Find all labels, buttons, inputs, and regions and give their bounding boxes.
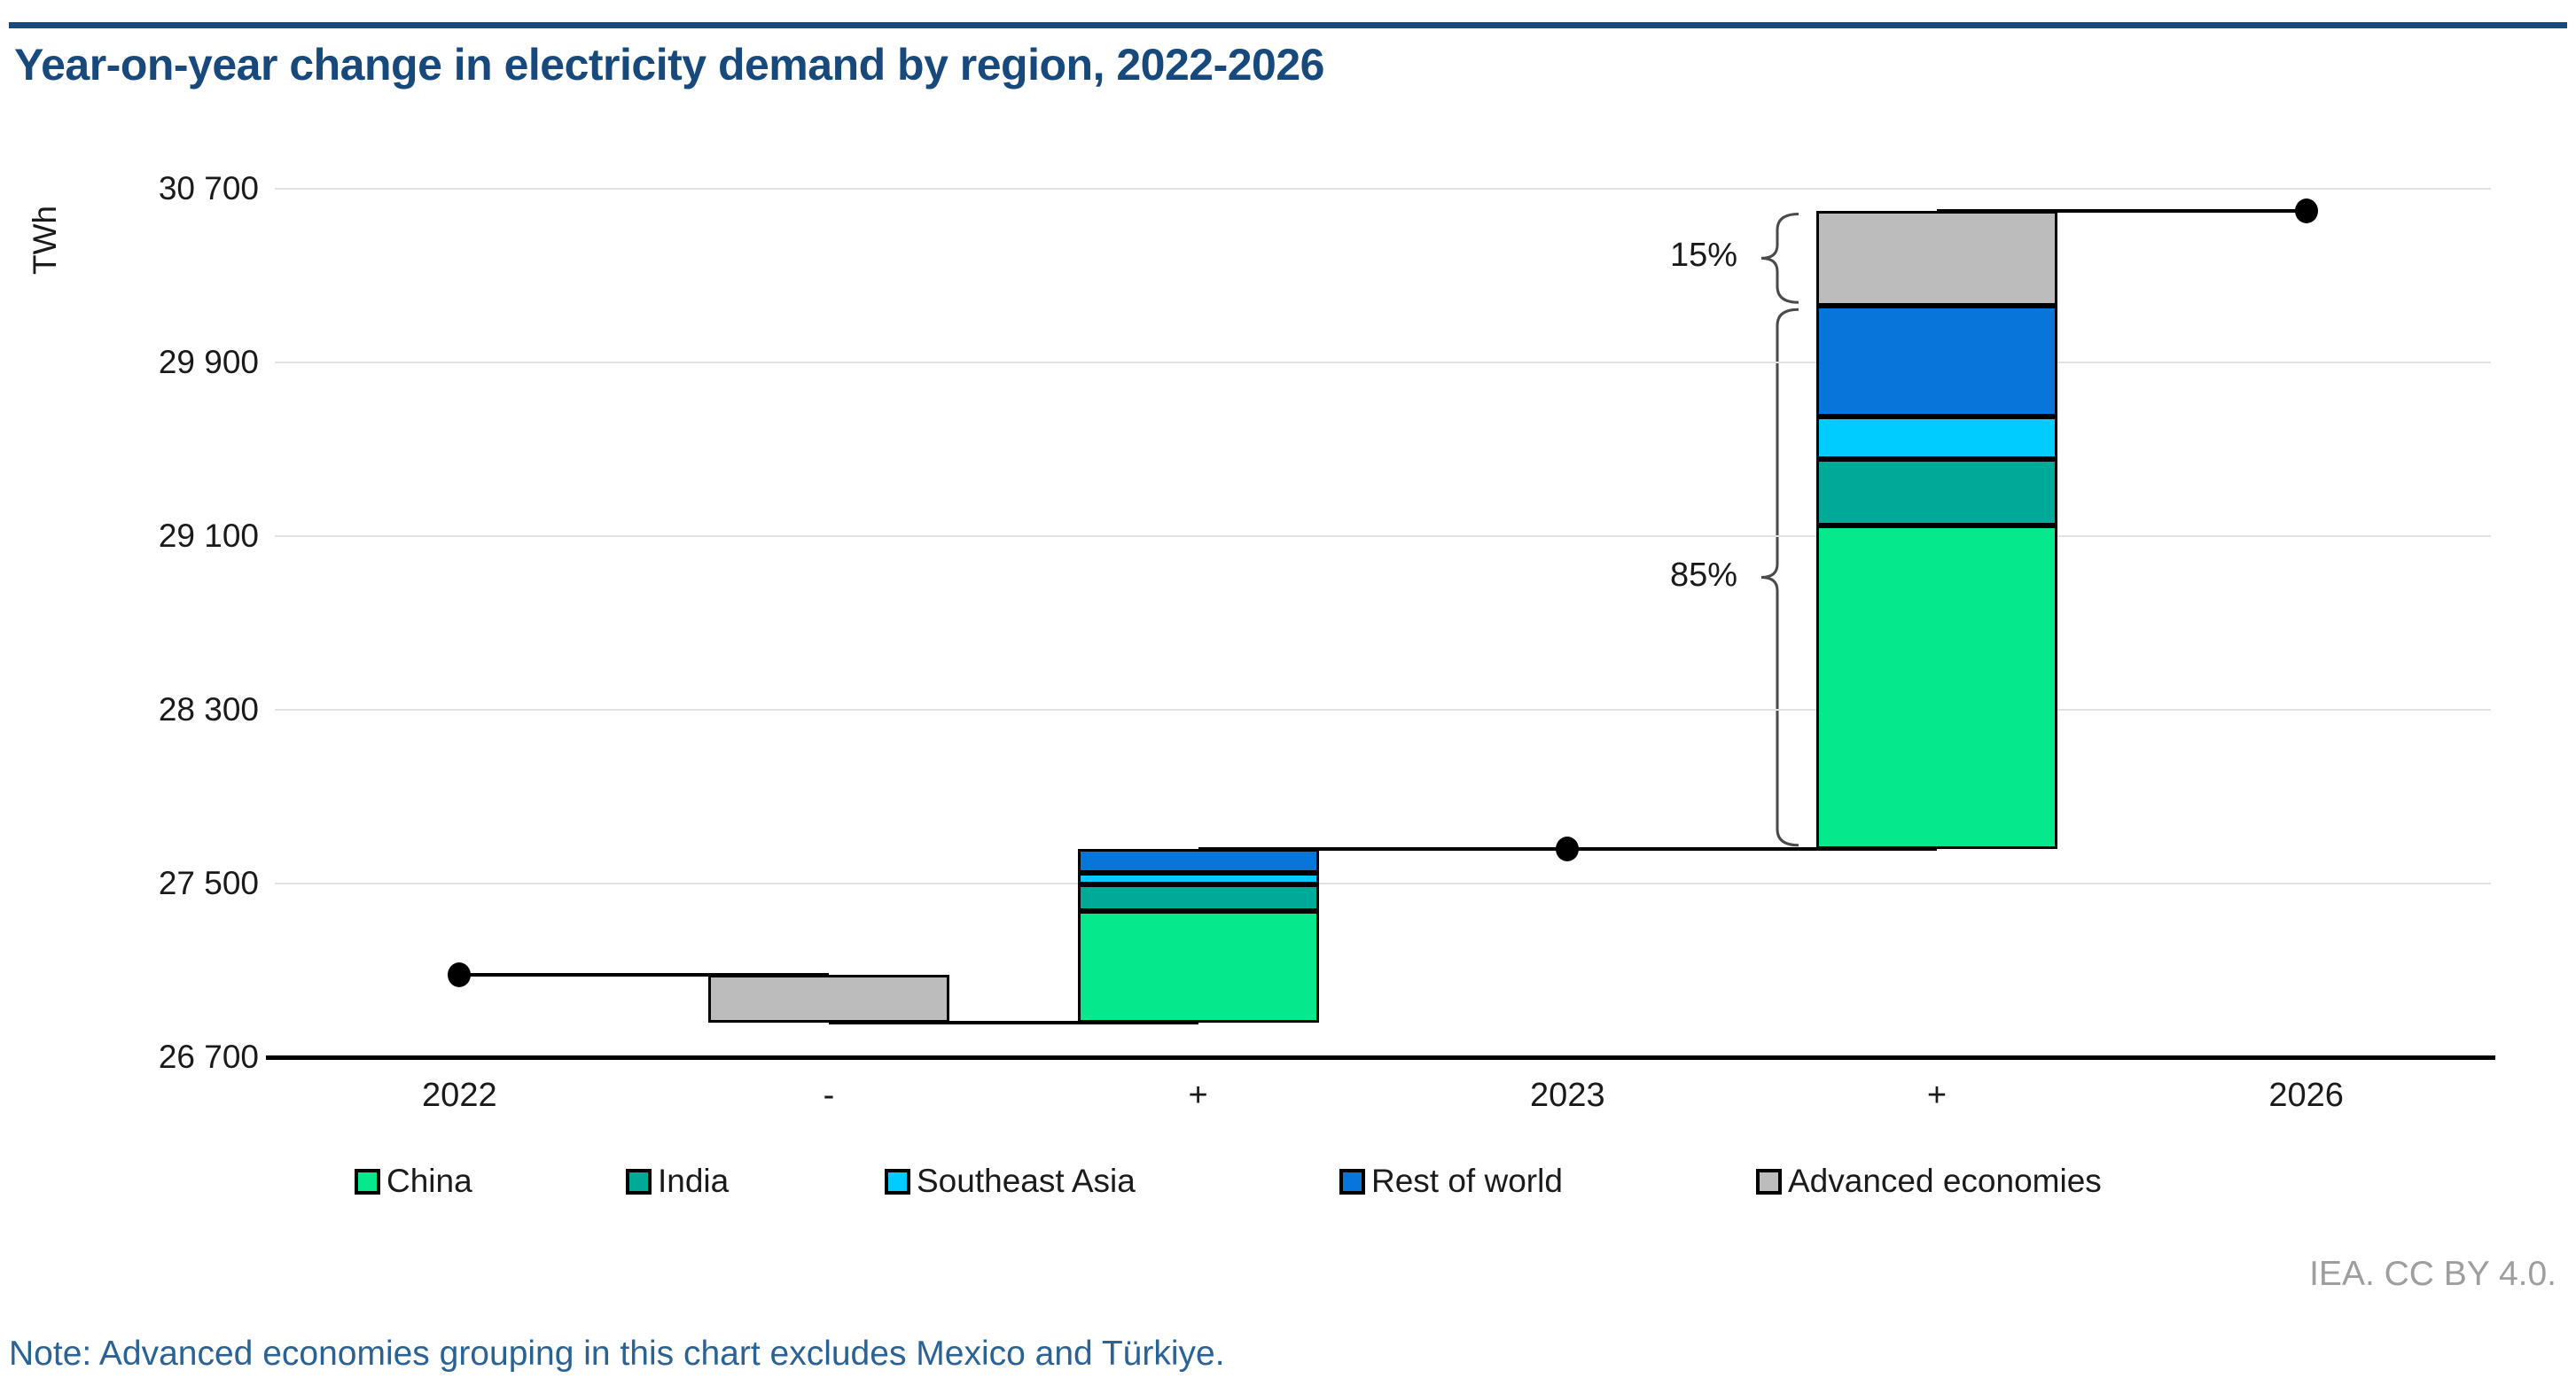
legend-swatch-icon — [885, 1168, 910, 1195]
legend-swatch-icon — [355, 1168, 380, 1195]
x-axis-line — [266, 1055, 2495, 1060]
connector-line — [1937, 208, 2307, 213]
legend-item-india: India — [626, 1163, 729, 1200]
waterfall-bar-segment-advanced-economies — [1816, 210, 2057, 307]
data-point-dot — [448, 962, 472, 987]
data-point-dot — [1556, 836, 1580, 861]
x-tick-label: 2026 — [2268, 1077, 2344, 1114]
x-tick-label: + — [1188, 1077, 1208, 1114]
y-tick-label: 26 700 — [158, 1039, 259, 1075]
connector-line — [1567, 846, 1937, 851]
percent-label: 85% — [1669, 556, 1737, 594]
legend-label: Rest of world — [1371, 1163, 1563, 1199]
gridline — [275, 883, 2491, 884]
legend-label: Southeast Asia — [917, 1163, 1136, 1199]
x-tick-label: 2023 — [1530, 1077, 1605, 1114]
connector-line — [829, 1020, 1198, 1024]
plot-area: 2022 - +2023 +2026 15% 85% — [266, 188, 2495, 1114]
x-tick-label: - — [823, 1077, 835, 1114]
waterfall-bar-segment-southeast-asia — [1816, 417, 2057, 460]
legend-swatch-icon — [1756, 1168, 1782, 1195]
legend-swatch-icon — [626, 1168, 652, 1195]
waterfall-bar-segment-india — [1816, 459, 2057, 526]
legend-label: Advanced economies — [1788, 1163, 2102, 1199]
x-tick-label: + — [1926, 1077, 1948, 1114]
gridline — [275, 188, 2491, 190]
waterfall-bar-segment-india — [1077, 884, 1319, 911]
bracket-85% — [1760, 308, 1799, 847]
page-title: Year-on-year change in electricity deman… — [14, 40, 1324, 90]
gridline — [275, 709, 2491, 711]
legend-swatch-icon — [1339, 1168, 1365, 1195]
waterfall-bar-segment-china — [1077, 910, 1319, 1023]
waterfall-bar-segment-china — [1816, 525, 2057, 849]
y-tick-label: 29 900 — [158, 344, 259, 380]
top-divider-rule — [9, 22, 2567, 28]
waterfall-bar-segment-rest-of-world — [1816, 306, 2057, 417]
y-tick-label: 30 700 — [158, 170, 259, 206]
legend-item-southeast-asia: Southeast Asia — [885, 1163, 1136, 1200]
waterfall-bar-segment-southeast-asia — [1077, 872, 1319, 885]
data-point-dot — [2294, 198, 2318, 223]
y-tick-label: 29 100 — [158, 518, 259, 554]
gridline — [275, 535, 2491, 537]
note-text: Note: Advanced economies grouping in thi… — [9, 1335, 1225, 1373]
percent-label: 15% — [1669, 237, 1737, 275]
legend: China India Southeast Asia Rest of world Adv… — [0, 1163, 2576, 1207]
gridline — [275, 362, 2491, 363]
legend-item-rest-of-world: Rest of world — [1339, 1163, 1563, 1200]
y-axis: 30 700 29 900 29 100 28 300 27 500 26 700 — [0, 170, 259, 1075]
legend-item-advanced-economies: Advanced economies — [1756, 1163, 2102, 1200]
attribution-text: IEA. CC BY 4.0. — [2309, 1255, 2556, 1293]
connector-line — [1198, 846, 1568, 851]
legend-label: India — [658, 1163, 730, 1199]
y-tick-label: 28 300 — [158, 691, 259, 728]
waterfall-bar-segment-advanced-economies — [708, 974, 949, 1023]
x-tick-label: 2022 — [422, 1077, 497, 1114]
bracket-15% — [1760, 213, 1799, 304]
legend-label: China — [386, 1163, 472, 1199]
connector-line — [459, 972, 829, 977]
annotation-bracket-layer — [1760, 213, 1799, 847]
y-tick-label: 27 500 — [158, 865, 259, 901]
waterfall-bar-segment-rest-of-world — [1077, 848, 1319, 873]
legend-item-china: China — [355, 1163, 472, 1200]
